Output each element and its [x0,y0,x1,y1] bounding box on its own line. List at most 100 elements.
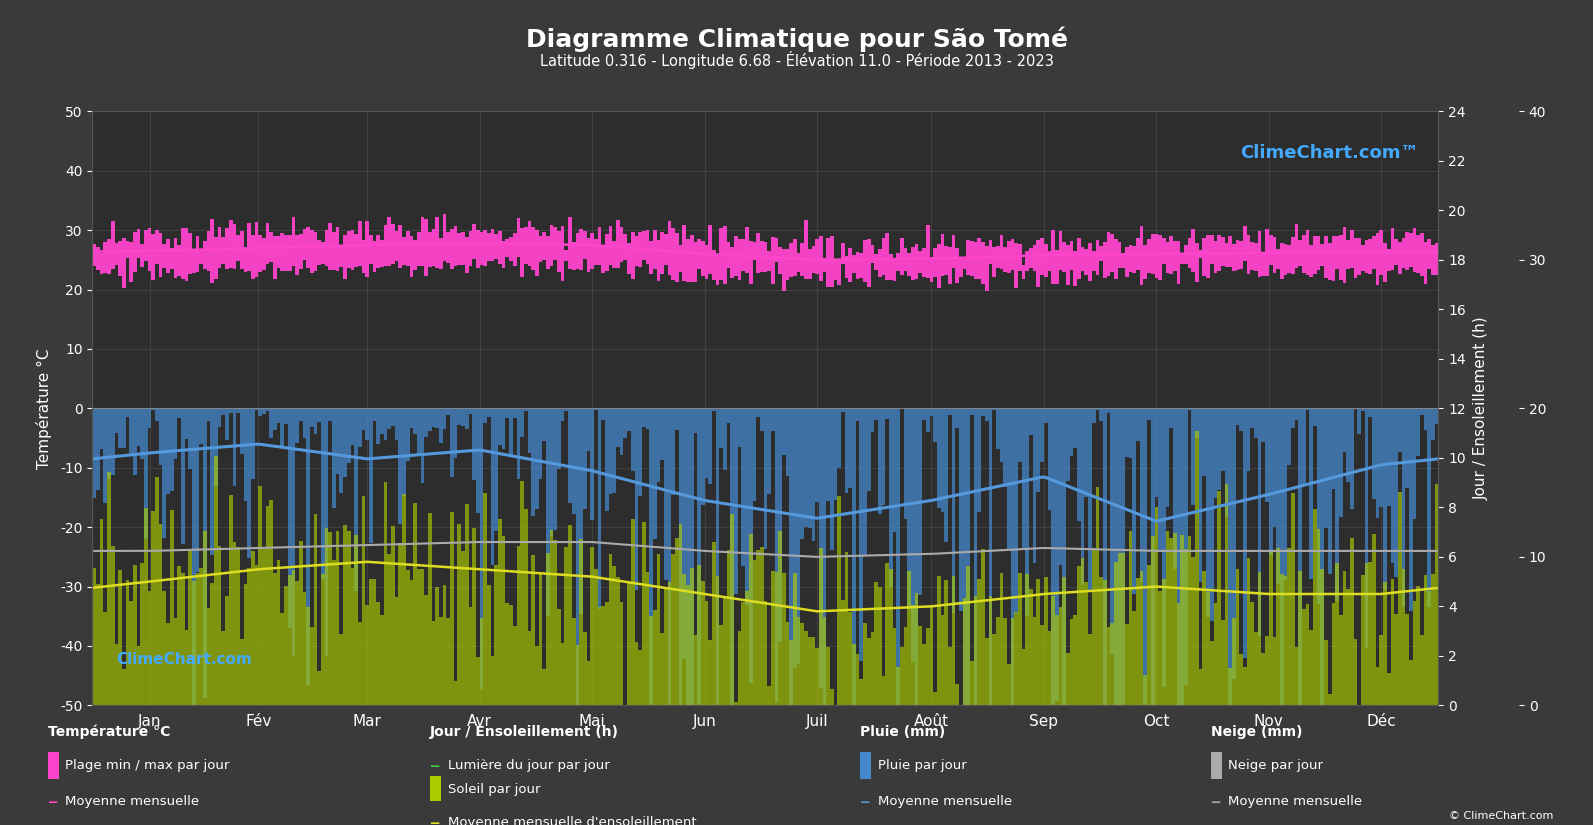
Bar [229,408,233,413]
Bar [738,408,741,447]
Bar [409,236,413,276]
Bar [193,250,196,272]
Bar [634,236,639,266]
Bar [757,408,760,417]
Bar [690,568,693,705]
Bar [741,239,746,271]
Bar [354,408,358,592]
Bar [331,232,336,270]
Bar [236,408,241,413]
Bar [569,217,572,269]
Bar [199,568,202,705]
Bar [1338,408,1343,517]
Bar [1435,408,1438,424]
Bar [325,408,328,657]
Bar [277,560,280,705]
Bar [272,573,277,705]
Bar [182,228,185,280]
Bar [726,243,731,268]
Bar [336,530,339,705]
Bar [1309,630,1313,705]
Bar [174,408,177,460]
Bar [671,228,675,280]
Bar [704,601,709,705]
Bar [1258,572,1262,705]
Bar [1021,649,1026,705]
Bar [597,228,601,265]
Bar [92,568,96,705]
Bar [973,596,978,705]
Bar [499,230,502,264]
Bar [1258,408,1262,635]
Bar [185,629,188,705]
Bar [830,236,833,287]
Bar [726,408,731,423]
Bar [749,408,752,683]
Bar [143,230,148,262]
Bar [395,231,398,261]
Bar [628,583,631,705]
Bar [322,242,325,264]
Bar [280,408,284,447]
Bar [1026,251,1029,271]
Bar [1243,226,1247,262]
Bar [155,230,159,264]
Bar [1239,241,1243,269]
Bar [1419,233,1424,276]
Bar [908,253,911,276]
Bar [956,684,959,705]
Bar [1247,558,1251,705]
Bar [527,408,530,454]
Bar [1231,244,1236,271]
Bar [266,507,269,705]
Bar [956,408,959,428]
Bar [800,243,804,276]
Bar [1015,611,1018,705]
Bar [1069,620,1074,705]
Bar [424,595,429,705]
Bar [940,615,945,705]
Bar [513,408,516,417]
Bar [151,233,155,280]
Text: Moyenne mensuelle d'ensoleillement: Moyenne mensuelle d'ensoleillement [448,816,696,825]
Bar [564,547,569,705]
Text: Moyenne mensuelle: Moyenne mensuelle [65,795,199,808]
Bar [757,233,760,272]
Bar [331,559,336,705]
Bar [148,229,151,271]
Bar [951,408,956,613]
Bar [804,408,808,527]
Bar [682,225,687,281]
Bar [387,408,392,429]
Bar [1287,548,1290,705]
Bar [1273,638,1276,705]
Bar [527,631,530,705]
Bar [628,243,631,274]
Bar [720,625,723,705]
Bar [538,236,542,262]
Bar [1066,245,1069,285]
Bar [1383,408,1388,590]
Bar [1096,488,1099,705]
Bar [881,676,886,705]
Bar [981,549,984,705]
Bar [863,408,867,555]
Bar [123,669,126,705]
Bar [1133,611,1136,705]
Text: ClimeChart.com™: ClimeChart.com™ [1239,144,1418,162]
Bar [827,408,830,502]
Bar [148,408,151,428]
Bar [1416,408,1419,456]
Bar [1380,230,1383,275]
Bar [451,229,454,269]
Bar [609,227,612,266]
Bar [376,601,381,705]
Bar [350,568,354,705]
Bar [1026,574,1029,705]
Bar [937,576,940,705]
Bar [213,408,218,487]
Bar [675,408,679,430]
Bar [325,527,328,705]
Bar [1139,571,1144,705]
Bar [381,408,384,434]
